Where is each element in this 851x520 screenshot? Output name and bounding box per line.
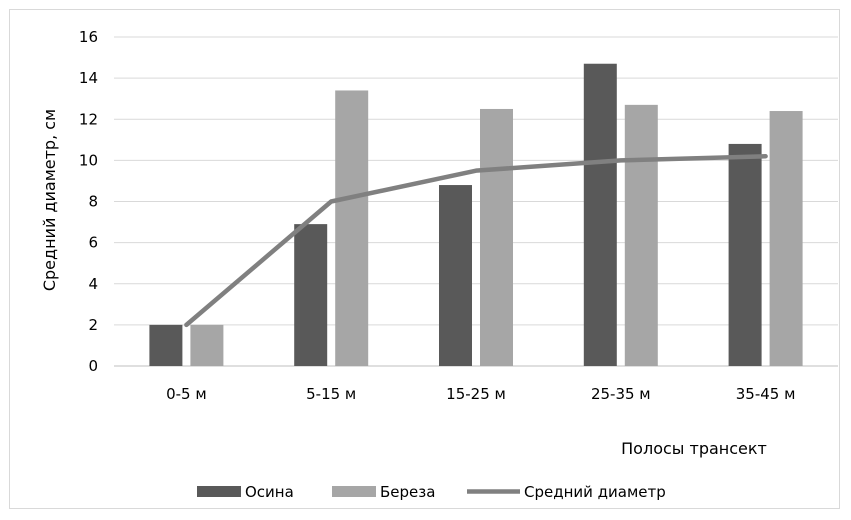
bar-bereza	[335, 90, 369, 367]
y-axis-title: Средний диаметр, см	[40, 109, 59, 291]
bars	[149, 63, 803, 367]
y-tick-label: 16	[79, 28, 98, 46]
y-tick-label: 6	[88, 234, 98, 252]
y-tick-label: 0	[88, 357, 98, 375]
y-tick-label: 4	[88, 275, 98, 293]
x-tick-label: 15-25 м	[446, 385, 506, 403]
bar-osina	[149, 324, 183, 366]
legend-label: Средний диаметр	[524, 483, 666, 501]
x-tick-label: 0-5 м	[166, 385, 207, 403]
bar-bereza	[624, 104, 658, 366]
y-tick-label: 14	[79, 69, 98, 87]
x-tick-labels: 0-5 м 5-15 м 15-25 м 25-35 м 35-45 м	[166, 385, 795, 403]
x-axis-title: Полосы трансект	[621, 439, 767, 458]
bar-osina	[439, 185, 472, 366]
y-tick-label: 2	[88, 316, 98, 334]
bar-osina	[728, 143, 762, 366]
bar-bereza	[190, 324, 224, 366]
x-tick-label: 25-35 м	[591, 385, 651, 403]
chart-frame	[9, 9, 840, 509]
gridlines	[114, 36, 838, 367]
y-tick-labels: 0 2 4 6 8 10 12 14 16	[79, 28, 98, 375]
legend-label: Береза	[380, 483, 435, 501]
y-tick-label: 10	[79, 151, 98, 169]
x-tick-label: 5-15 м	[306, 385, 356, 403]
bar-bereza	[480, 108, 513, 366]
bar-osina	[583, 63, 617, 366]
bar-bereza	[769, 111, 803, 367]
x-tick-label: 35-45 м	[736, 385, 796, 403]
legend-swatch	[332, 486, 376, 497]
bar-osina	[294, 224, 328, 366]
line-average-diameter	[184, 154, 768, 328]
legend-swatch	[197, 486, 241, 497]
legend: Осина Береза Средний диаметр	[197, 483, 666, 501]
legend-label: Осина	[245, 483, 294, 501]
line-series	[184, 154, 768, 328]
y-tick-label: 8	[88, 193, 98, 211]
y-tick-label: 12	[79, 110, 98, 128]
